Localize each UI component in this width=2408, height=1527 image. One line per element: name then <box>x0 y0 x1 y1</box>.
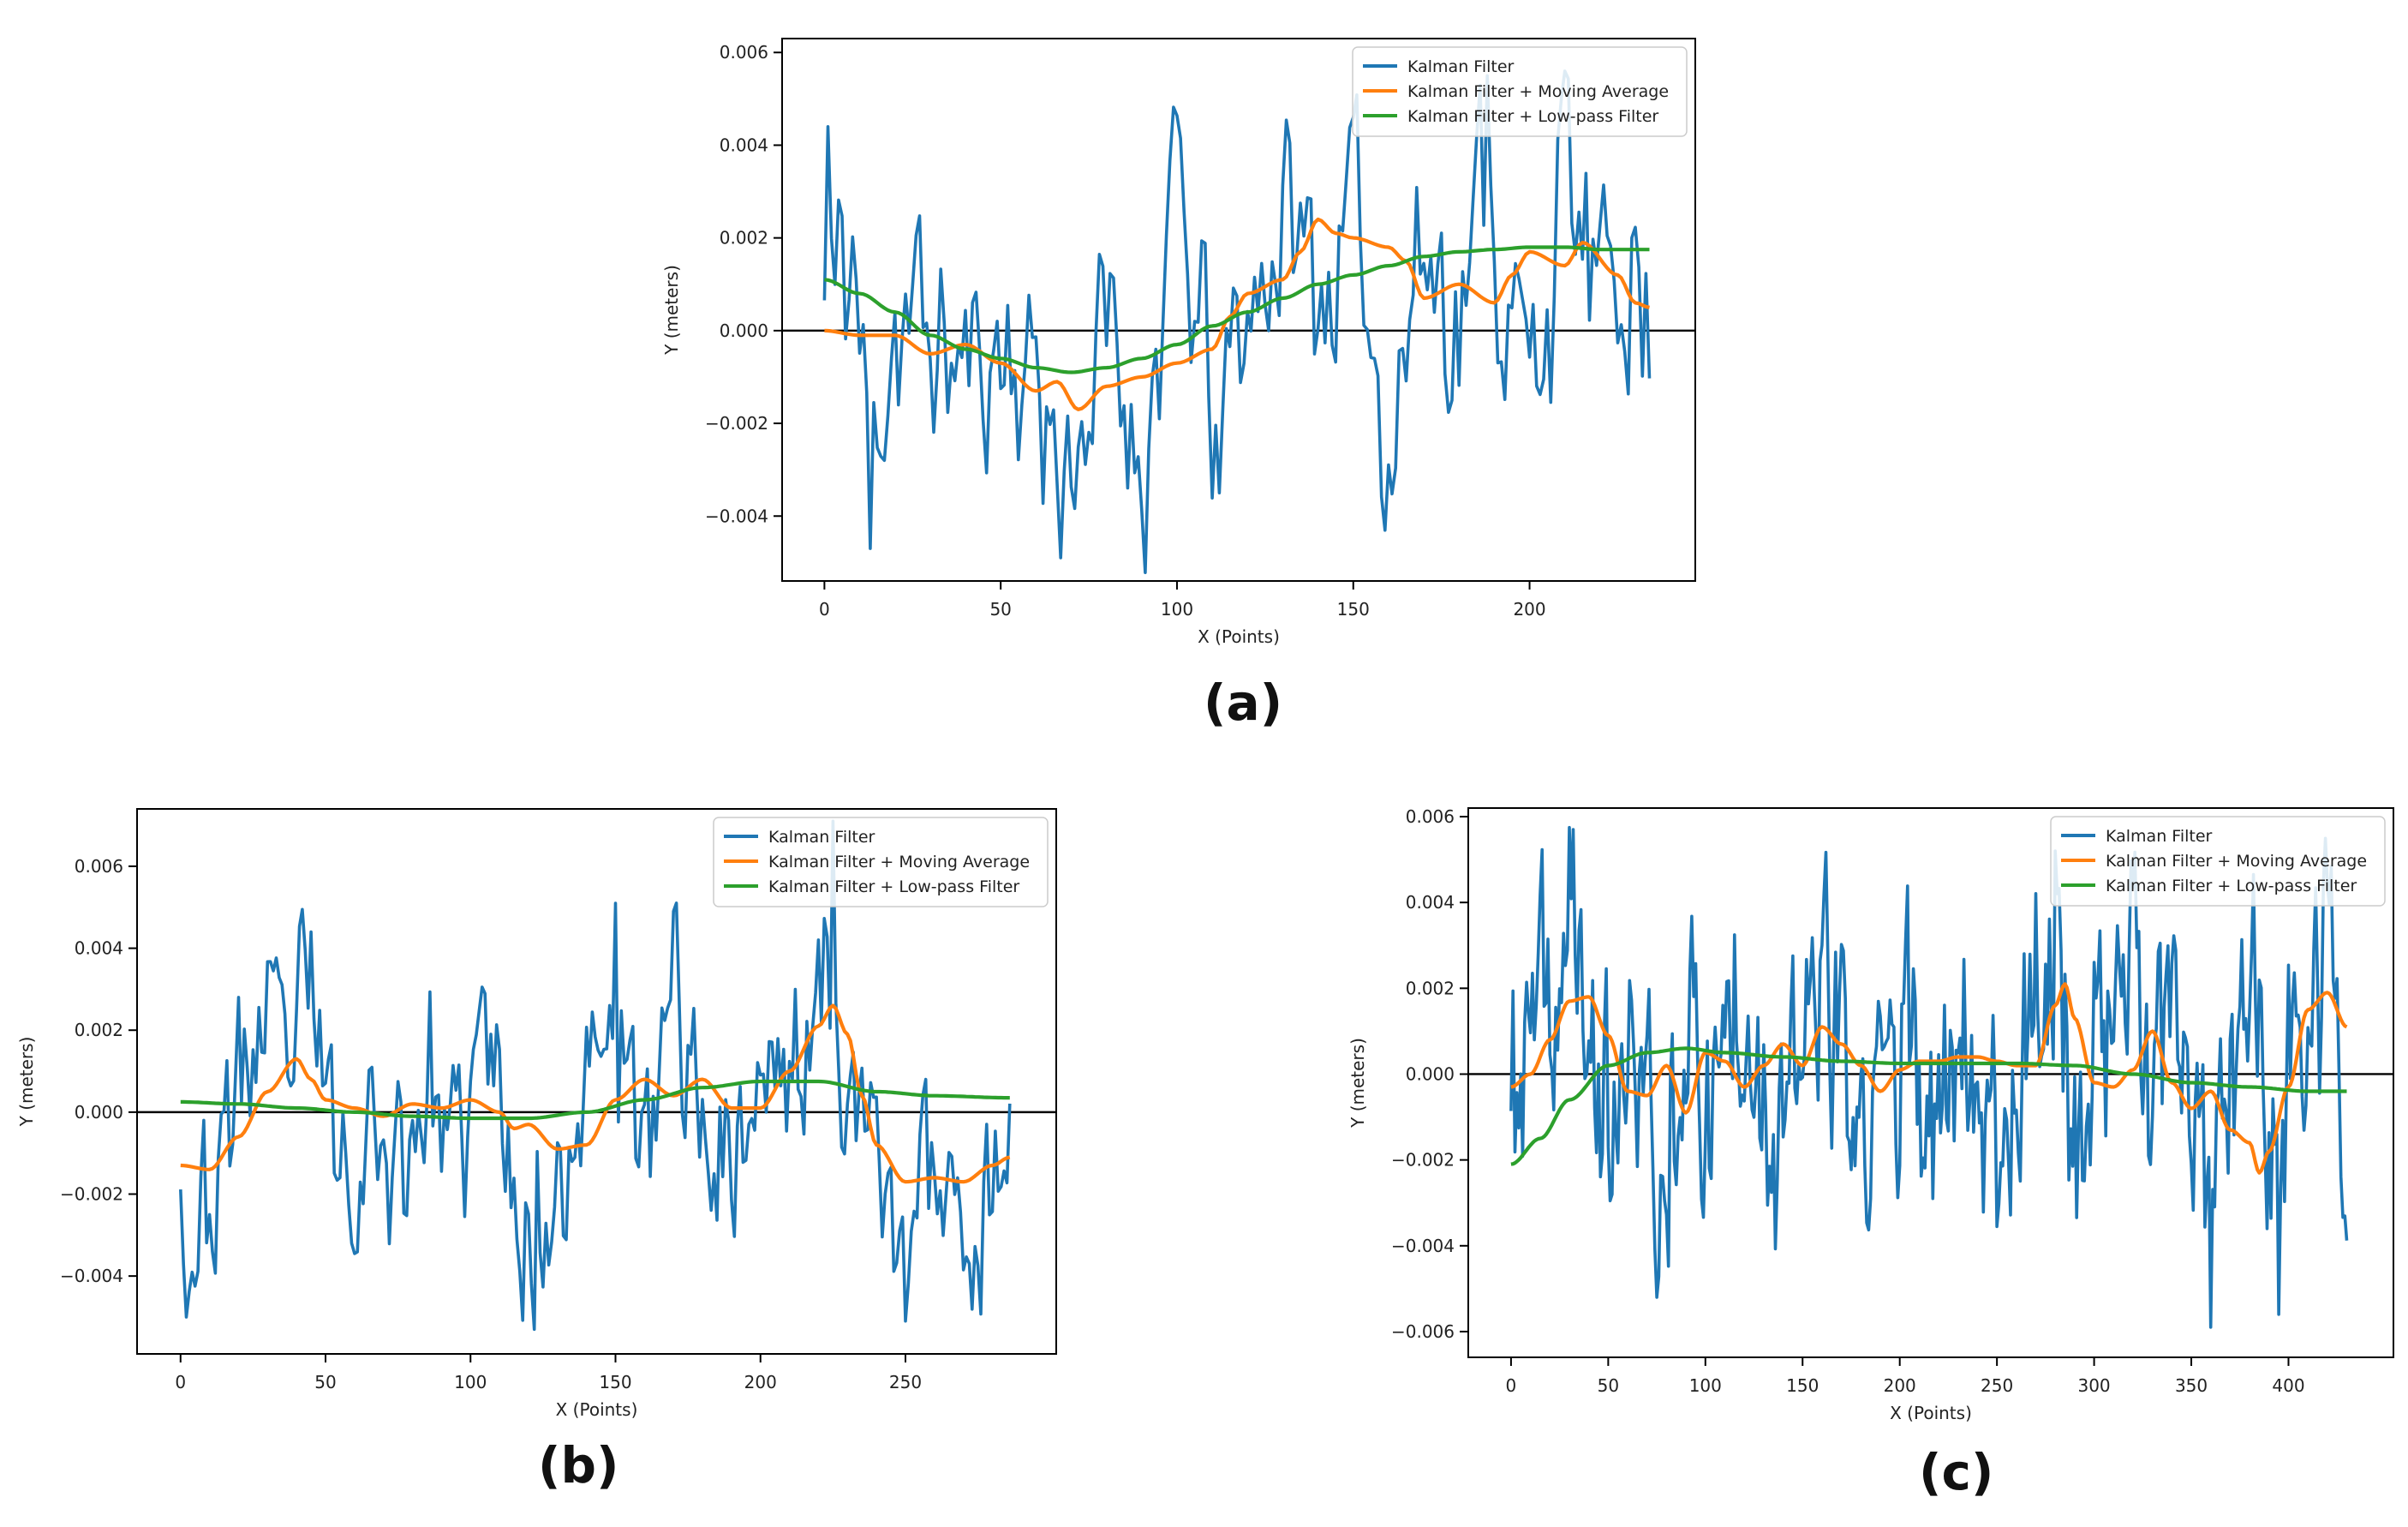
chart-a: 0 50 100 150 200 −0.004 −0.002 0.000 0.002 0.004 0… <box>661 38 1696 647</box>
x-tick-label: 200 <box>1513 599 1545 620</box>
y-axis-label: Y (meters) <box>1347 1038 1368 1129</box>
legend-label: Kalman Filter <box>2106 827 2213 846</box>
legend-label: Kalman Filter + Low-pass Filter <box>1407 107 1658 126</box>
series-line-moving-average <box>180 1003 1011 1184</box>
legend-box <box>2050 816 2386 907</box>
x-tick-label: 350 <box>2175 1375 2208 1396</box>
x-tick-label: 50 <box>314 1372 336 1392</box>
series-line-moving-average <box>824 217 1650 411</box>
chart-c: 0 50 100 150 200 250 300 350 400 −0.006 −0.004 −0.0… <box>1347 806 2394 1423</box>
series-line-kalman <box>822 69 1652 574</box>
y-tick-label: 0.006 <box>75 856 123 877</box>
legend-label: Kalman Filter + Low-pass Filter <box>768 877 1019 896</box>
legend: Kalman Filter Kalman Filter + Moving Aver… <box>713 817 1049 907</box>
plot-area <box>782 69 1695 574</box>
y-axis-label: Y (meters) <box>661 265 682 356</box>
y-tick-label: 0.004 <box>75 938 123 959</box>
x-tick-label: 150 <box>1786 1375 1819 1396</box>
x-tick-label: 300 <box>2077 1375 2110 1396</box>
plot-frame <box>136 808 1057 1355</box>
x-tick-label: 100 <box>454 1372 487 1392</box>
y-tick-label: 0.006 <box>720 42 768 63</box>
y-tick-label: 0.004 <box>720 135 768 155</box>
legend-label: Kalman Filter <box>768 828 875 847</box>
panel-label-b: (b) <box>538 1436 619 1494</box>
y-tick-label: 0.002 <box>75 1020 123 1040</box>
y-tick-label: 0.004 <box>1406 892 1455 913</box>
series-line-kalman <box>179 819 1012 1332</box>
legend-label: Kalman Filter + Moving Average <box>768 853 1030 871</box>
plot-frame <box>1467 807 2394 1358</box>
x-tick-label: 0 <box>819 599 830 620</box>
series-line-low-pass <box>1510 1046 2347 1166</box>
x-tick-label: 200 <box>1884 1375 1916 1396</box>
panel-label-c: (c) <box>1919 1443 1994 1501</box>
legend-label: Kalman Filter + Moving Average <box>2106 852 2367 871</box>
y-tick-label: 0.002 <box>720 228 768 249</box>
legend-label: Kalman Filter + Low-pass Filter <box>2106 877 2357 895</box>
y-tick-label: −0.004 <box>705 506 768 526</box>
x-tick-label: 250 <box>889 1372 922 1392</box>
x-tick-label: 0 <box>175 1372 186 1392</box>
plot-area <box>1468 825 2393 1329</box>
x-tick-label: 400 <box>2272 1375 2304 1396</box>
x-tick-label: 100 <box>1689 1375 1722 1396</box>
x-tick-label: 200 <box>744 1372 777 1392</box>
y-tick-label: −0.002 <box>60 1184 123 1205</box>
series-line-moving-average <box>1510 982 2348 1175</box>
x-tick-label: 250 <box>1981 1375 2013 1396</box>
y-tick-label: 0.000 <box>720 320 768 341</box>
y-tick-label: −0.002 <box>705 413 768 434</box>
x-tick-label: 100 <box>1161 599 1193 620</box>
x-tick-label: 150 <box>1337 599 1370 620</box>
y-tick-label: 0.002 <box>1406 978 1455 998</box>
y-tick-label: −0.004 <box>60 1266 123 1286</box>
legend: Kalman Filter Kalman Filter + Moving Aver… <box>1352 46 1688 137</box>
legend-box <box>713 817 1049 907</box>
y-tick-label: 0.000 <box>1406 1063 1455 1084</box>
x-axis-label: X (Points) <box>556 1399 638 1420</box>
legend-box <box>1352 46 1688 137</box>
plot-frame <box>781 38 1696 582</box>
legend-label: Kalman Filter + Moving Average <box>1407 82 1669 101</box>
y-tick-label: −0.002 <box>1391 1150 1455 1171</box>
chart-b: 0 50 100 150 200 250 −0.004 −0.002 0.000 0.002 0.0… <box>16 808 1057 1420</box>
panel-label-a: (a) <box>1204 674 1283 732</box>
x-axis-label: X (Points) <box>1890 1403 1972 1423</box>
legend-label: Kalman Filter <box>1407 57 1515 76</box>
y-axis-label: Y (meters) <box>16 1037 37 1128</box>
y-tick-label: −0.006 <box>1391 1321 1455 1342</box>
y-tick-label: 0.000 <box>75 1102 123 1123</box>
x-tick-label: 50 <box>989 599 1011 620</box>
legend: Kalman Filter Kalman Filter + Moving Aver… <box>2050 816 2386 907</box>
series-line-low-pass <box>824 245 1650 374</box>
x-tick-label: 0 <box>1506 1375 1517 1396</box>
x-axis-label: X (Points) <box>1198 626 1280 647</box>
series-line-kalman <box>1509 825 2349 1329</box>
x-tick-label: 150 <box>599 1372 631 1392</box>
plot-area <box>137 819 1056 1332</box>
series-line-low-pass <box>180 1079 1010 1121</box>
y-tick-label: −0.004 <box>1391 1236 1455 1256</box>
x-tick-label: 50 <box>1598 1375 1619 1396</box>
y-tick-label: 0.006 <box>1406 806 1455 827</box>
